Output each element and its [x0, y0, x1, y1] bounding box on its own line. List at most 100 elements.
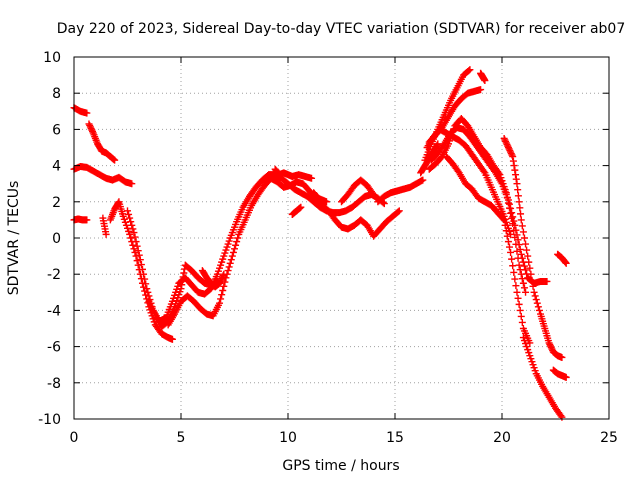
y-tick-label: -4 [47, 303, 61, 319]
data-point-interp [217, 295, 225, 303]
data-point-interp [520, 262, 528, 270]
y-tick-label: -6 [47, 340, 61, 356]
series-arc-n [374, 176, 427, 206]
y-tick-labels: -10 -8 -6 -4 -2 0 2 4 6 8 10 [38, 50, 61, 428]
data-point-interp [479, 166, 487, 174]
data-point-interp [561, 373, 569, 381]
data-point-interp [493, 195, 501, 203]
data-point-interp [218, 291, 226, 299]
data-point-interp [516, 266, 524, 274]
data-point-interp [512, 282, 520, 290]
data-point [228, 252, 236, 260]
data-point-interp [520, 234, 528, 242]
data-point-interp [220, 282, 228, 290]
series-arc-v [477, 69, 489, 85]
series-arc-c [70, 215, 91, 224]
data-point-interp [480, 167, 488, 175]
x-tick-labels: 0 5 10 15 20 25 [70, 430, 618, 446]
series-arc-m [338, 176, 378, 206]
data-point-interp [498, 213, 506, 221]
data-point-interp [533, 299, 541, 307]
data-point-interp [420, 164, 428, 172]
series-arc-p [421, 66, 474, 164]
data-point-interp [476, 86, 484, 94]
data-point-interp [219, 255, 227, 263]
data-point [515, 261, 523, 269]
data-point-interp [509, 262, 517, 270]
data-point-interp [503, 232, 511, 240]
data-point-interp [205, 286, 213, 294]
data-point-interp [258, 185, 266, 193]
data-point-interp [515, 300, 523, 308]
data-point-interp [361, 220, 369, 228]
series-arc-b [70, 163, 136, 188]
data-point-interp [544, 391, 552, 399]
data-point-interp [514, 254, 522, 262]
data-point-interp [502, 227, 510, 235]
data-point-interp [137, 261, 145, 269]
data-point-interp [528, 276, 536, 284]
data-point-interp [82, 216, 90, 224]
data-point [530, 288, 538, 296]
data-point-interp [455, 97, 463, 105]
data-point [517, 216, 525, 224]
y-tick-label: 8 [52, 86, 61, 102]
data-point-interp [519, 228, 527, 236]
data-point-interp [513, 247, 521, 255]
data-point-interp [443, 115, 451, 123]
data-point-interp [135, 251, 143, 259]
data-point-interp [516, 204, 524, 212]
data-point-interp [176, 288, 184, 296]
chart-title: Day 220 of 2023, Sidereal Day-to-day VTE… [57, 21, 626, 37]
data-point-interp [232, 220, 240, 228]
data-point-interp [361, 180, 369, 188]
data-point [124, 207, 131, 215]
data-point-interp [501, 186, 509, 194]
data-point-interp [418, 177, 426, 185]
data-point-interp [525, 349, 533, 357]
data-point-interp [542, 277, 550, 285]
data-point-interp [323, 205, 331, 213]
data-point-interp [142, 280, 150, 288]
x-tick-label: 20 [493, 430, 511, 446]
data-point-interp [518, 318, 526, 326]
data-point-interp [394, 208, 402, 216]
series-arc-z2 [310, 189, 331, 206]
data-point-interp [532, 296, 540, 304]
data-point-interp [278, 182, 286, 190]
data-point-interp [469, 131, 477, 139]
data-point-interp [178, 281, 186, 289]
data-point-interp [232, 241, 240, 249]
data-point-interp [512, 175, 520, 183]
data-point [130, 229, 138, 237]
data-point-interp [518, 222, 526, 230]
data-point-interp [466, 183, 474, 191]
data-point-interp [494, 168, 502, 176]
data-point-interp [509, 213, 517, 221]
data-point-interp [296, 204, 304, 212]
series-arc-k [271, 165, 316, 182]
data-point-interp [508, 214, 516, 222]
data-point-interp [342, 193, 350, 201]
data-point-interp [507, 150, 515, 158]
data-point [509, 220, 517, 228]
data-point-interp [514, 192, 522, 200]
series-arc-w [500, 134, 566, 361]
data-point-interp [129, 241, 137, 249]
data-point-interp [238, 206, 246, 214]
data-point-interp [374, 227, 382, 235]
x-tick-label: 10 [279, 430, 297, 446]
data-point [136, 256, 144, 264]
data-point-interp [129, 225, 137, 233]
data-point-interp [436, 155, 444, 163]
axis-ticks [73, 56, 610, 420]
data-point-interp [507, 209, 515, 217]
data-point-interp [219, 272, 227, 280]
data-point-interp [229, 248, 237, 256]
data-point-interp [481, 76, 489, 84]
data-point-interp [447, 157, 455, 165]
data-point-interp [168, 335, 176, 343]
x-axis-label: GPS time / hours [282, 458, 399, 474]
data-point-interp [486, 181, 494, 189]
